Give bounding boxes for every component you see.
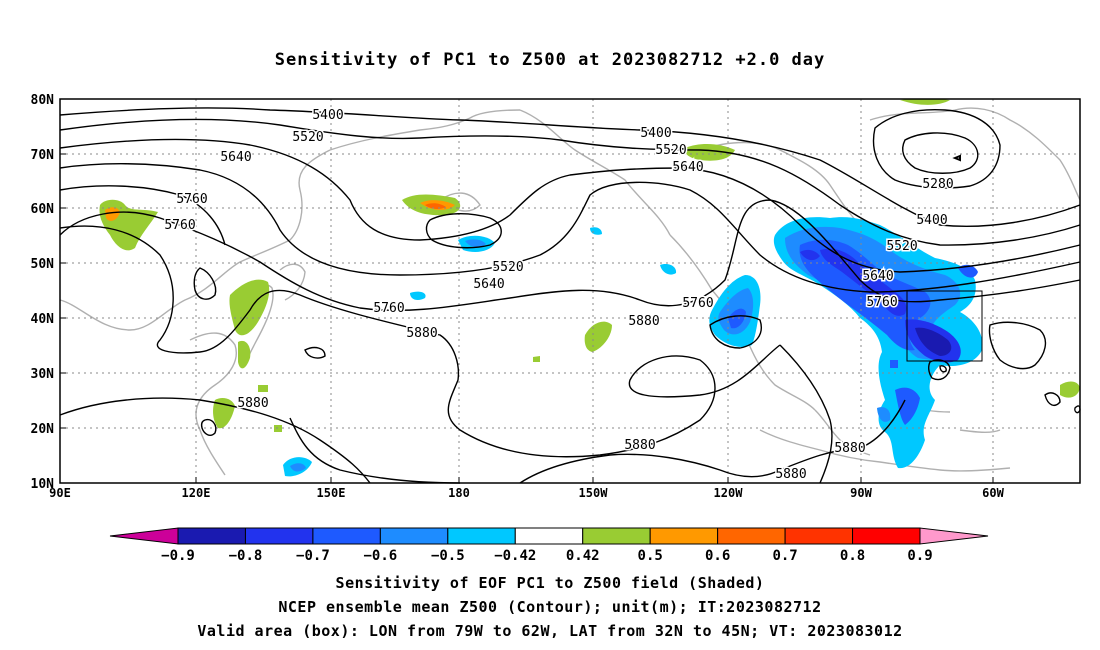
- colorbar-segment: [784, 527, 854, 545]
- lon-label: 60W: [982, 486, 1004, 500]
- colorbar-tick-label: 0.7: [772, 548, 797, 564]
- colorbar-segment: [379, 527, 449, 545]
- colorbar-tick-label: −0.42: [494, 548, 536, 564]
- lon-label: 120E: [182, 486, 211, 500]
- lat-label: 80N: [31, 93, 55, 108]
- contour-label: 5520: [655, 143, 686, 158]
- contour-label: 5760: [682, 296, 713, 311]
- contour-label: 5880: [624, 438, 655, 453]
- lat-label: 70N: [31, 148, 55, 163]
- colorbar-segment: [244, 527, 314, 545]
- colorbar-segment: [177, 527, 246, 545]
- lat-label: 40N: [31, 312, 55, 327]
- colorbar-segment: [312, 527, 381, 545]
- colorbar-segment: [649, 527, 719, 545]
- contour-label: 5760: [866, 295, 897, 310]
- contour-labels: 5400552056405760576058805760552056405880…: [163, 107, 955, 484]
- lat-label: 10N: [31, 477, 55, 492]
- valid-area-box: [906, 290, 983, 362]
- lat-label: 30N: [31, 367, 55, 382]
- caption-line-2: NCEP ensemble mean Z500 (Contour); unit(…: [278, 598, 822, 616]
- colorbar-low-extend: [109, 527, 179, 545]
- contour-label: 5280: [922, 177, 953, 192]
- contour-label: 5640: [672, 160, 703, 175]
- lat-label: 60N: [31, 202, 55, 217]
- map-title: Sensitivity of PC1 to Z500 at 2023082712…: [274, 50, 826, 70]
- caption-line-1: Sensitivity of EOF PC1 to Z500 field (Sh…: [335, 574, 765, 592]
- contour-label: 5520: [886, 239, 917, 254]
- contour-label: 5400: [916, 213, 947, 228]
- latitude-labels: 80N 70N 60N 50N 40N 30N 20N 10N: [31, 93, 55, 492]
- contour-label: 5760: [373, 301, 404, 316]
- colorbar: −0.9 −0.8 −0.7 −0.6 −0.5 −0.42 0.42 0.5 0.6 0.7 0.…: [109, 527, 989, 564]
- contour-label: 5880: [628, 314, 659, 329]
- colorbar-segment: [514, 527, 584, 545]
- contour-label: 5520: [492, 260, 523, 275]
- colorbar-tick-label: 0.5: [638, 548, 663, 564]
- caption-line-3: Valid area (box): LON from 79W to 62W, L…: [197, 622, 903, 640]
- contour-label: 5760: [164, 218, 195, 233]
- lat-lon-grid: [60, 99, 1080, 483]
- contour-label: 5760: [176, 192, 207, 207]
- lon-label: 90E: [49, 486, 71, 500]
- colorbar-tick-label: 0.9: [907, 548, 932, 564]
- contour-label: 5640: [862, 269, 893, 284]
- colorbar-tick-label: −0.8: [229, 548, 263, 564]
- longitude-labels: 90E 120E 150E 180 150W 120W 90W 60W: [49, 486, 1004, 500]
- contour-label: 5880: [834, 441, 865, 456]
- contour-label: 5880: [775, 467, 806, 482]
- contour-label: 5400: [312, 108, 343, 123]
- colorbar-tick-label: −0.6: [364, 548, 398, 564]
- colorbar-tick-label: 0.6: [705, 548, 730, 564]
- contour-label: 5400: [640, 126, 671, 141]
- lon-label: 150E: [317, 486, 346, 500]
- lon-label: 90W: [850, 486, 872, 500]
- contour-label: 5880: [237, 396, 268, 411]
- colorbar-tick-label: −0.7: [296, 548, 330, 564]
- lon-label: 120W: [714, 486, 744, 500]
- colorbar-segment: [447, 527, 516, 545]
- lon-label: 150W: [579, 486, 609, 500]
- lon-label: 180: [448, 486, 470, 500]
- lat-label: 20N: [31, 422, 55, 437]
- colorbar-segment: [717, 527, 786, 545]
- contour-label: 5520: [292, 130, 323, 145]
- colorbar-segment: [582, 527, 651, 545]
- colorbar-tick-label: −0.5: [431, 548, 465, 564]
- colorbar-tick-label: 0.8: [840, 548, 865, 564]
- lat-label: 50N: [31, 257, 55, 272]
- axis-ticks: [60, 98, 994, 484]
- colorbar-tick-label: 0.42: [566, 548, 600, 564]
- map-frame: [59, 98, 1081, 484]
- colorbar-high-extend: [919, 527, 989, 545]
- contour-label: 5880: [406, 326, 437, 341]
- colorbar-segment: [852, 527, 921, 545]
- colorbar-tick-label: −0.9: [161, 548, 195, 564]
- contour-label: 5640: [473, 277, 504, 292]
- z500-contours: [59, 107, 1081, 484]
- contour-label: 5640: [220, 150, 251, 165]
